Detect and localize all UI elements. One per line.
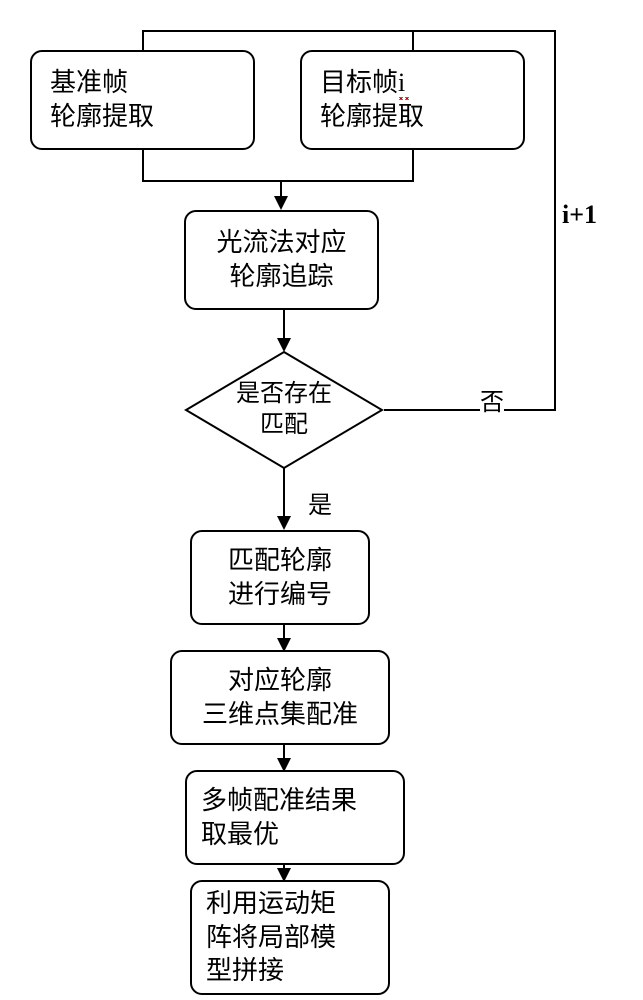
arrowhead-icon (277, 868, 291, 882)
node-decision-match: 是否存在 匹配 (184, 350, 384, 470)
arrowhead-icon (274, 196, 288, 210)
label-no: 否 (480, 382, 504, 417)
node-text: 轮廓提取 (50, 100, 154, 134)
edge-line (283, 310, 285, 340)
node-text: 利用运动矩 (206, 887, 336, 921)
node-text: 三维点集配准 (202, 698, 358, 732)
node-text: 进行编号 (228, 578, 332, 612)
label-loop: i+1 (562, 200, 597, 230)
node-optical-flow: 光流法对应 轮廓追踪 (184, 210, 379, 310)
node-target-frame: 目标帧i 轮廓提取 (300, 50, 525, 150)
edge-line (283, 468, 285, 518)
node-text: 匹配 (236, 410, 332, 441)
edge-line (142, 150, 144, 182)
node-text: 型拼接 (206, 954, 336, 988)
arrowhead-icon (277, 516, 291, 530)
node-text: 目标帧i (320, 66, 424, 100)
edge-line (554, 30, 556, 411)
edge-line (412, 30, 414, 50)
edge-line (142, 30, 144, 50)
arrowhead-icon (277, 758, 291, 772)
node-text: 轮廓追踪 (216, 260, 346, 294)
node-text: 多帧配准结果 (201, 784, 357, 818)
edge-line (384, 409, 556, 411)
node-multi-frame: 多帧配准结果 取最优 (185, 770, 405, 865)
node-base-frame: 基准帧 轮廓提取 (30, 50, 255, 150)
node-text: 轮廓提取 (320, 100, 424, 134)
label-yes: 是 (308, 485, 332, 520)
node-stitch-model: 利用运动矩 阵将局部模 型拼接 (190, 880, 390, 995)
edge-line (142, 180, 282, 182)
node-text: 基准帧 (50, 66, 154, 100)
edge-line (412, 150, 414, 182)
edge-line (282, 180, 414, 182)
node-number-contour: 匹配轮廓 进行编号 (190, 530, 370, 625)
arrowhead-icon (277, 338, 291, 352)
arrowhead-icon (277, 638, 291, 652)
node-text: 阵将局部模 (206, 921, 336, 955)
node-3d-register: 对应轮廓 三维点集配准 (170, 650, 390, 745)
node-text: 匹配轮廓 (228, 544, 332, 578)
edge-line (142, 30, 556, 32)
node-text: 取最优 (201, 818, 357, 852)
node-text: 光流法对应 (216, 226, 346, 260)
node-text: 对应轮廓 (202, 664, 358, 698)
node-text: 是否存在 (236, 379, 332, 410)
